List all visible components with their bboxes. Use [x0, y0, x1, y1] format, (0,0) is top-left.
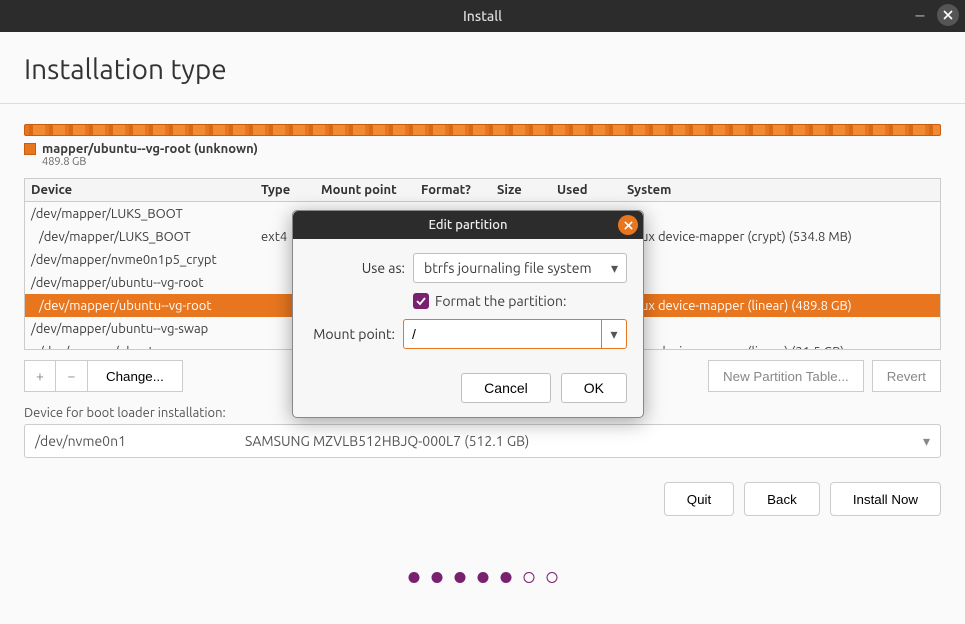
remove-partition-button[interactable]: −	[56, 360, 88, 392]
cell-system	[621, 210, 940, 218]
th-type[interactable]: Type	[255, 179, 315, 201]
ok-button[interactable]: OK	[561, 373, 627, 403]
change-button[interactable]: Change...	[88, 360, 183, 392]
minimize-button[interactable]: –	[909, 4, 931, 26]
cell-device: /dev/mapper/LUKS_BOOT	[25, 203, 255, 225]
use-as-row: Use as: btrfs journaling file system ▾	[309, 253, 627, 283]
th-system[interactable]: System	[621, 179, 940, 201]
close-icon	[943, 10, 953, 20]
dialog-titlebar: Edit partition	[293, 211, 643, 239]
cell-system	[621, 279, 940, 287]
edit-partition-dialog: Edit partition Use as: btrfs journaling …	[292, 210, 644, 418]
th-mount[interactable]: Mount point	[315, 179, 415, 201]
boot-loader-select[interactable]: /dev/nvme0n1 SAMSUNG MZVLB512HBJQ-000L7 …	[24, 424, 941, 458]
cell-system: linux device-mapper (crypt) (534.8 MB)	[621, 226, 940, 248]
cell-device: /dev/mapper/nvme0n1p5_crypt	[25, 249, 255, 271]
th-used[interactable]: Used	[551, 179, 621, 201]
cell-device: /dev/mapper/ubuntu--vg-swap	[25, 341, 255, 351]
close-icon	[624, 221, 633, 230]
partition-swatch-icon	[24, 143, 36, 155]
mount-input-wrap: ▾	[403, 319, 627, 349]
cell-system	[621, 256, 940, 264]
progress-dot	[523, 572, 534, 583]
dialog-close-button[interactable]	[618, 215, 638, 235]
window-title: Install	[463, 8, 502, 24]
cell-system: linux device-mapper (linear) (489.8 GB)	[621, 295, 940, 317]
progress-dot	[477, 572, 488, 583]
progress-dot	[454, 572, 465, 583]
cell-system: linux device-mapper (linear) (21.5 GB)	[621, 341, 940, 351]
boot-device: /dev/nvme0n1	[35, 433, 245, 449]
add-partition-button[interactable]: +	[24, 360, 56, 392]
revert-button[interactable]: Revert	[872, 360, 941, 392]
progress-dots	[408, 572, 557, 583]
use-as-select[interactable]: btrfs journaling file system ▾	[413, 253, 627, 283]
chevron-down-icon: ▾	[611, 260, 618, 277]
boot-model: SAMSUNG MZVLB512HBJQ-000L7 (512.1 GB)	[245, 433, 529, 449]
th-size[interactable]: Size	[491, 179, 551, 201]
cell-device: /dev/mapper/ubuntu--vg-root	[25, 272, 255, 294]
footer-buttons: Quit Back Install Now	[664, 482, 941, 516]
chevron-down-icon: ▾	[610, 326, 617, 343]
new-partition-table-button[interactable]: New Partition Table...	[708, 360, 864, 392]
mount-row: Mount point: ▾	[309, 319, 627, 349]
dialog-footer: Cancel OK	[293, 373, 643, 417]
progress-dot	[431, 572, 442, 583]
mount-label: Mount point:	[309, 326, 395, 342]
table-header: Device Type Mount point Format? Size Use…	[25, 179, 940, 202]
partition-name: mapper/ubuntu--vg-root (unknown)	[42, 142, 258, 156]
progress-dot	[408, 572, 419, 583]
use-as-label: Use as:	[309, 260, 405, 276]
cell-device: /dev/mapper/ubuntu--vg-root	[25, 295, 255, 317]
cell-device: /dev/mapper/ubuntu--vg-swap	[25, 318, 255, 340]
dialog-title: Edit partition	[429, 218, 508, 232]
partition-summary: mapper/ubuntu--vg-root (unknown)	[24, 142, 941, 156]
mount-dropdown-button[interactable]: ▾	[601, 319, 627, 349]
partition-size: 489.8 GB	[42, 156, 941, 168]
install-now-button[interactable]: Install Now	[830, 482, 941, 516]
quit-button[interactable]: Quit	[664, 482, 734, 516]
format-row: Format the partition:	[413, 293, 627, 309]
progress-dot	[546, 572, 557, 583]
close-button[interactable]	[937, 4, 959, 26]
cell-device: /dev/mapper/LUKS_BOOT	[25, 226, 255, 248]
cell-system	[621, 325, 940, 333]
back-button[interactable]: Back	[744, 482, 820, 516]
format-checkbox[interactable]	[413, 293, 429, 309]
th-device[interactable]: Device	[25, 179, 255, 201]
progress-dot	[500, 572, 511, 583]
chevron-down-icon: ▾	[923, 433, 930, 450]
th-format[interactable]: Format?	[415, 179, 491, 201]
use-as-value: btrfs journaling file system	[424, 260, 592, 276]
format-label: Format the partition:	[435, 293, 566, 309]
check-icon	[416, 296, 426, 306]
mount-point-input[interactable]	[403, 319, 601, 349]
dialog-body: Use as: btrfs journaling file system ▾ F…	[293, 239, 643, 373]
window-controls: –	[909, 4, 959, 26]
partition-bar[interactable]	[24, 124, 941, 136]
cancel-button[interactable]: Cancel	[461, 373, 551, 403]
titlebar: Install –	[0, 0, 965, 32]
page-title: Installation type	[0, 32, 965, 104]
